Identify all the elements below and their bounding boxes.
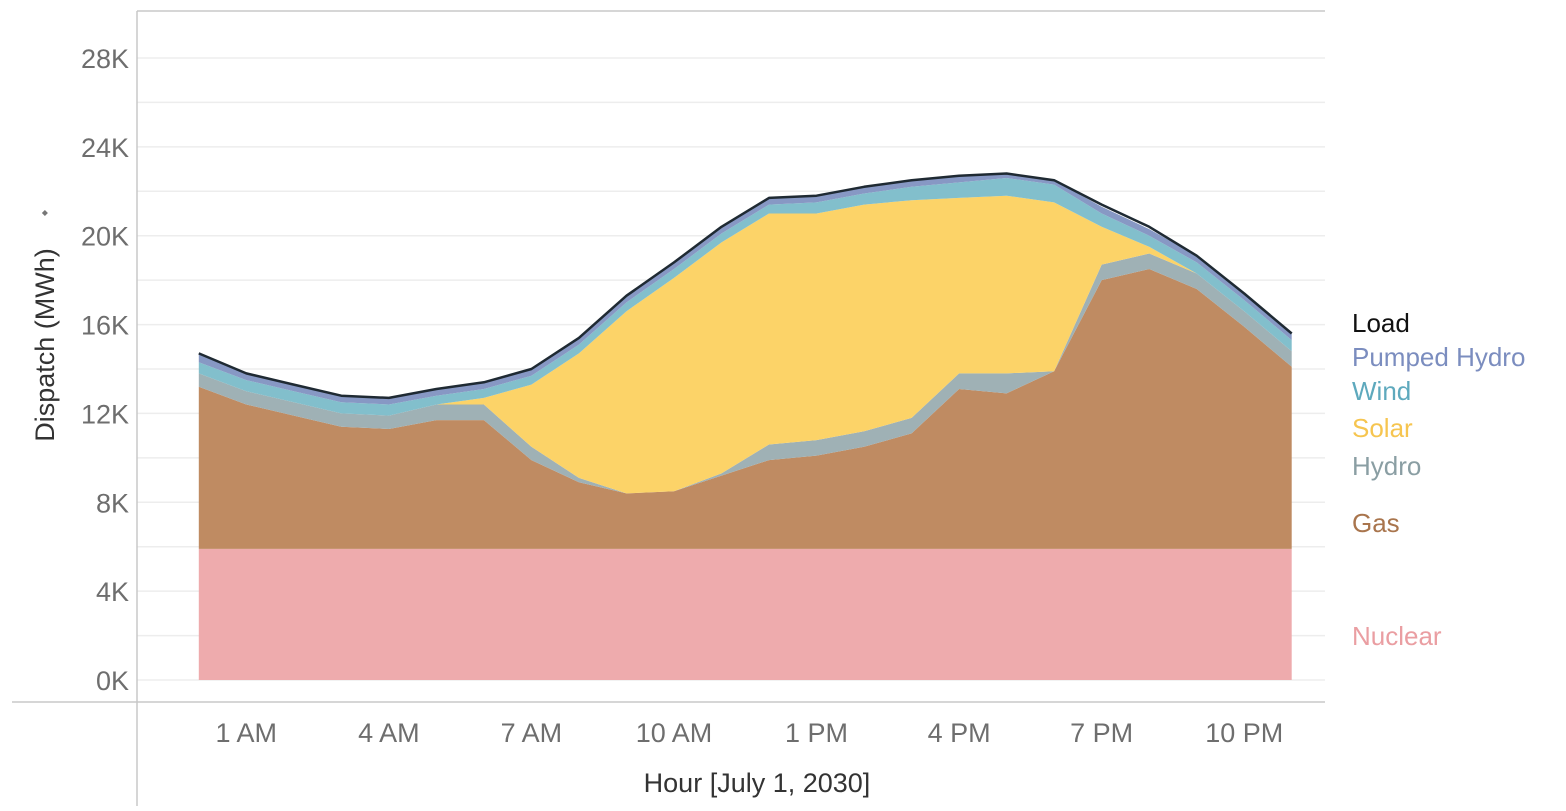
- y-tick-label: 20K: [81, 222, 129, 252]
- y-tick-label: 8K: [96, 488, 129, 518]
- x-tick-label: 1 PM: [785, 718, 848, 748]
- x-tick-label: 4 AM: [358, 718, 420, 748]
- legend-label-hydro[interactable]: Hydro: [1352, 451, 1421, 481]
- y-tick-label: 16K: [81, 311, 129, 341]
- legend-label-solar[interactable]: Solar: [1352, 413, 1413, 443]
- y-axis-sort-icon[interactable]: ⬩: [34, 209, 54, 216]
- legend-label-wind[interactable]: Wind: [1352, 376, 1411, 406]
- y-tick-label: 0K: [96, 666, 129, 696]
- axes: [12, 10, 1325, 806]
- legend-label-load[interactable]: Load: [1352, 308, 1410, 338]
- y-tick-label: 4K: [96, 577, 129, 607]
- legend: Load Pumped Hydro Wind Solar Hydro Gas Nuclear: [1352, 308, 1525, 651]
- y-axis-title: Dispatch (MWh): [30, 248, 60, 442]
- area-nuclear[interactable]: [198, 548, 1292, 680]
- y-axis-title-group: Dispatch (MWh) ⬩: [30, 209, 60, 442]
- area-wind[interactable]: [198, 178, 1292, 416]
- x-tick-label: 7 AM: [501, 718, 563, 748]
- x-tick-label: 4 PM: [928, 718, 991, 748]
- x-tick-label: 7 PM: [1070, 718, 1133, 748]
- stacked-areas: [198, 173, 1292, 680]
- area-solar[interactable]: [198, 195, 1292, 494]
- y-tick-label: 24K: [81, 133, 129, 163]
- load-line[interactable]: [198, 172, 1293, 400]
- legend-label-pumped-hydro[interactable]: Pumped Hydro: [1352, 342, 1525, 372]
- y-tick-label: 12K: [81, 399, 129, 429]
- area-hydro[interactable]: [198, 253, 1292, 494]
- y-tick-labels: 0K 4K 8K 12K 16K 20K 24K 28K: [81, 44, 129, 696]
- x-tick-label: 1 AM: [216, 718, 278, 748]
- load-line-group: [198, 172, 1293, 400]
- x-axis-title: Hour [July 1, 2030]: [644, 768, 871, 798]
- area-gas[interactable]: [198, 269, 1292, 549]
- x-tick-label: 10 PM: [1205, 718, 1283, 748]
- legend-label-gas[interactable]: Gas: [1352, 508, 1400, 538]
- x-tick-labels: 1 AM 4 AM 7 AM 10 AM 1 PM 4 PM 7 PM 10 PM: [216, 718, 1284, 748]
- y-tick-label: 28K: [81, 44, 129, 74]
- x-tick-label: 10 AM: [636, 718, 713, 748]
- legend-label-nuclear[interactable]: Nuclear: [1352, 621, 1442, 651]
